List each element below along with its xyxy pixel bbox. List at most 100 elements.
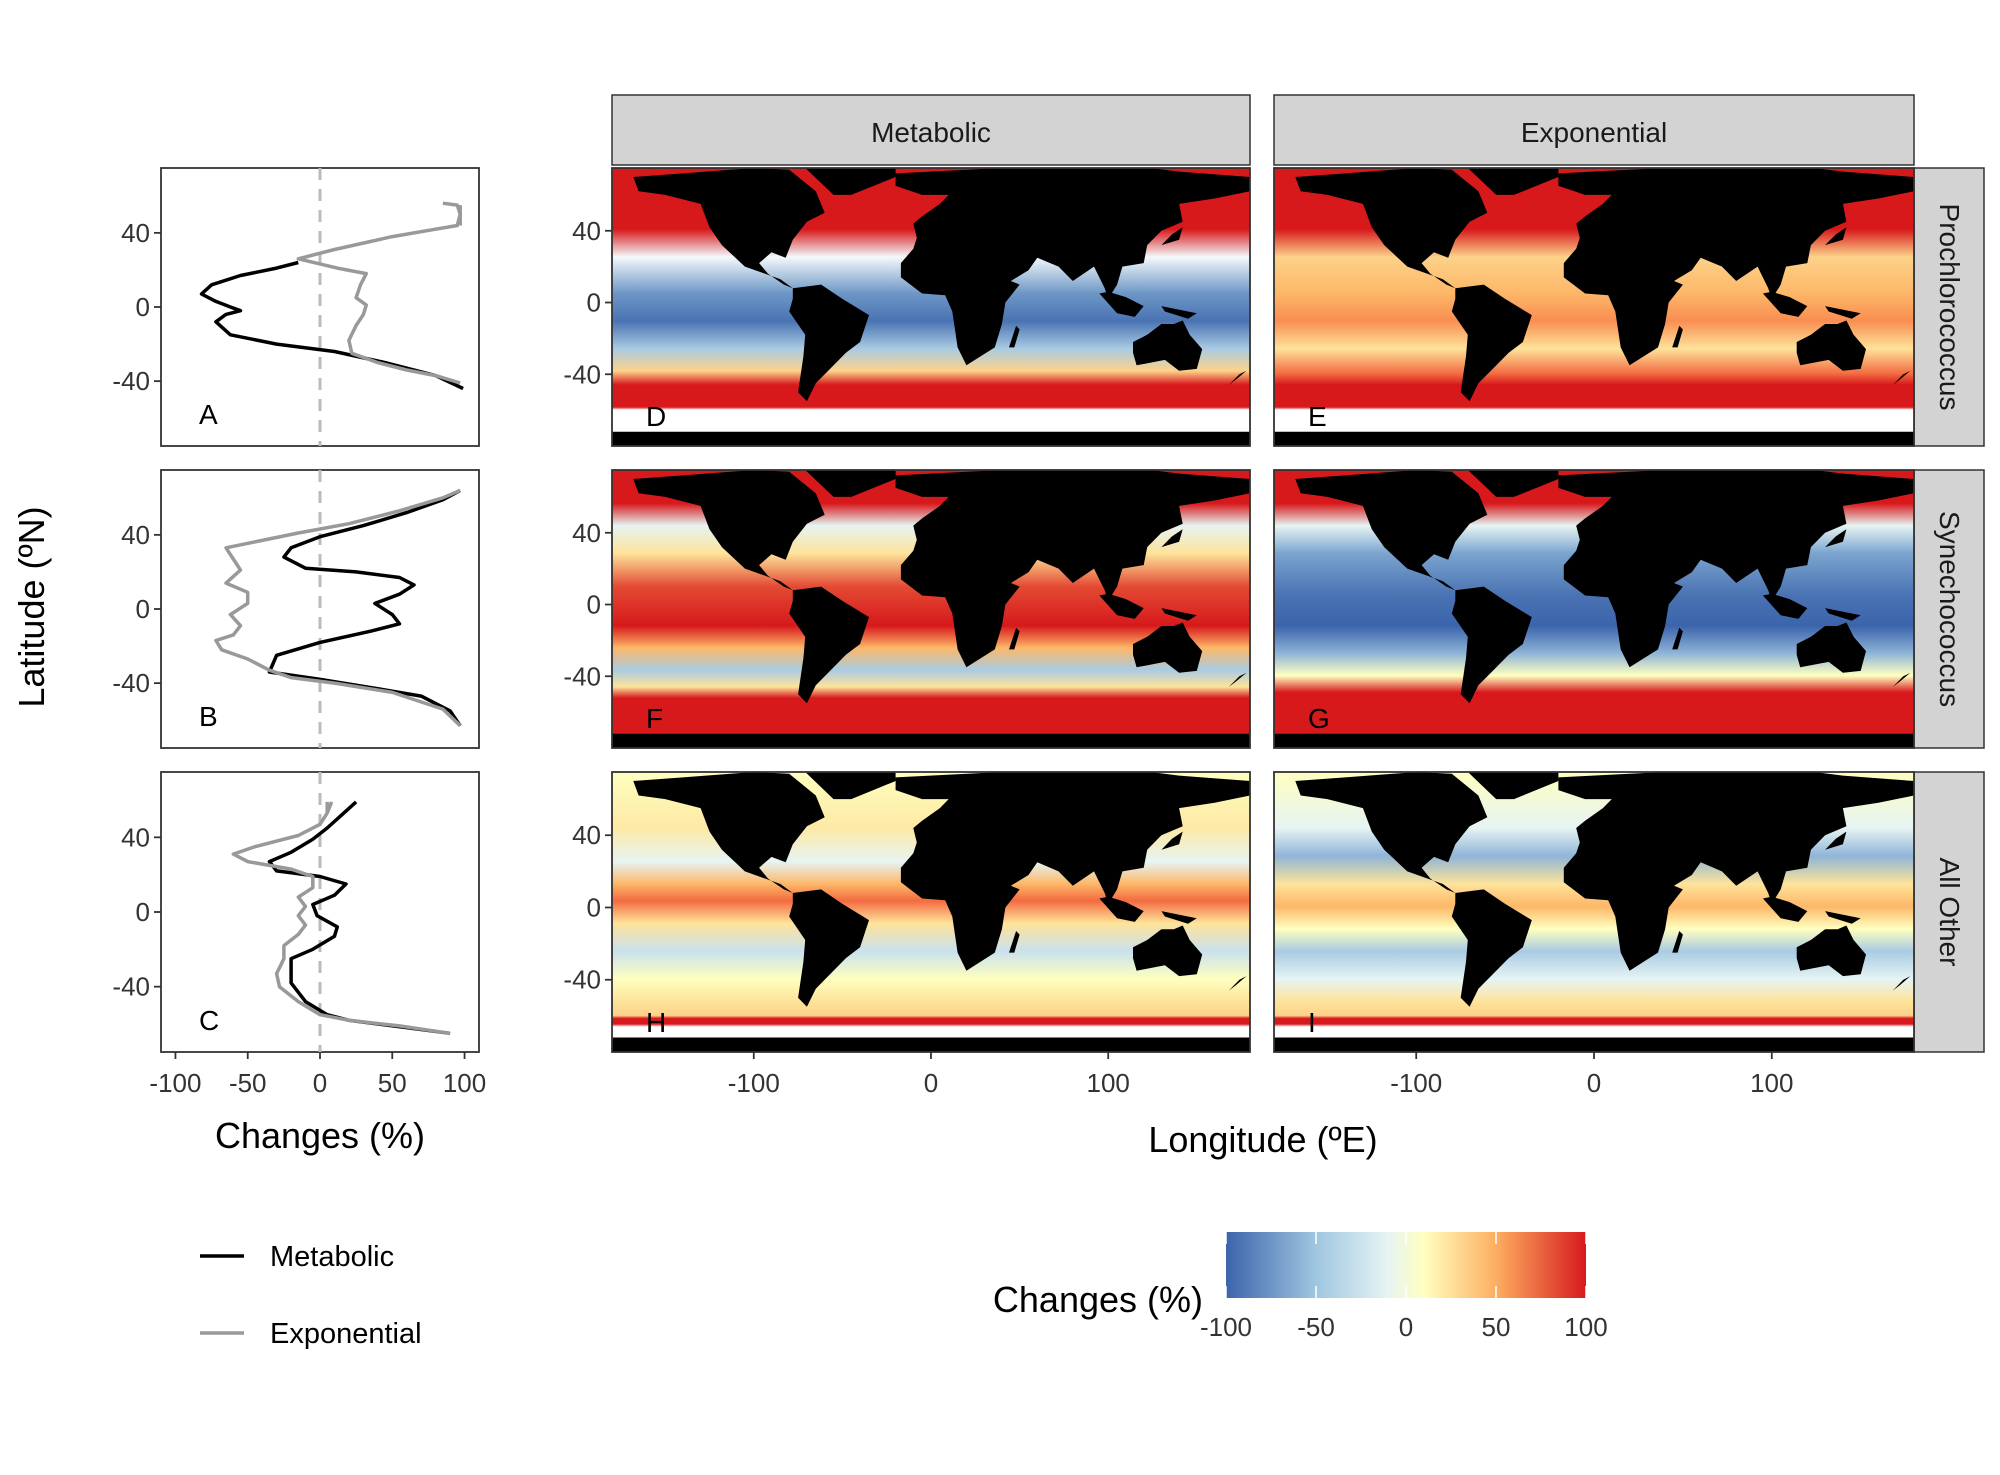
legend-exponential-label: Exponential [270, 1318, 422, 1350]
land-mass [633, 772, 825, 893]
line-legend: Metabolic Exponential [200, 1241, 422, 1350]
land-mass [612, 733, 1250, 748]
legend-metabolic-label: Metabolic [270, 1241, 394, 1273]
land-mass [1009, 627, 1020, 650]
land-mass [1161, 831, 1183, 850]
strip-all-other-label: All Other [1934, 858, 1965, 967]
land-mass [1825, 831, 1847, 850]
y-tick-label: -40 [112, 366, 150, 396]
land-mass [1825, 227, 1847, 246]
panel-tag: H [646, 1007, 666, 1038]
land-mass [1451, 586, 1532, 704]
land-mass [1274, 1037, 1914, 1052]
strip-prochlorococcus [1913, 167, 1985, 447]
colorbar-tick-label: -50 [1297, 1312, 1335, 1342]
strip-exponential-label: Exponential [1521, 117, 1667, 148]
x-tick-label: -100 [1390, 1068, 1442, 1098]
x-tick-label: 0 [313, 1068, 327, 1098]
map-frame [611, 167, 1251, 447]
land-mass [1825, 608, 1861, 621]
land-mass [1558, 772, 1914, 971]
panel-tag: A [199, 399, 218, 430]
colorbar-title: Changes (%) [993, 1279, 1203, 1320]
colorbar-tick-label: 0 [1399, 1312, 1413, 1342]
land-mass [895, 772, 1250, 971]
land-mass [1796, 622, 1866, 673]
x-tick-label: 100 [1750, 1068, 1793, 1098]
land-mass [1762, 291, 1808, 317]
land-mass [1161, 529, 1183, 548]
y-tick-label: -40 [112, 972, 150, 1002]
y-tick-label: 0 [587, 590, 601, 620]
strip-metabolic [611, 94, 1251, 166]
land-mass [805, 772, 896, 800]
strip-synechococcus-label: Synechococcus [1934, 511, 1965, 707]
land-mass [1228, 370, 1247, 385]
x-tick-label: 50 [378, 1068, 407, 1098]
profile-panels: -40 0 40 A -40 0 40 B -40 0 40 C -100 -50 0 50 100 Lat… [11, 167, 486, 1156]
y-tick-label: 40 [572, 518, 601, 548]
land-mass [1228, 976, 1247, 991]
map-panel-i: I -100 0 100 [1273, 771, 1915, 1098]
map-panels: Metabolic Exponential Prochlorococcus Sy… [563, 94, 1985, 1160]
profile-ylabel: Latitude (ºN) [11, 506, 52, 707]
x-tick-label: 100 [1087, 1068, 1130, 1098]
land-mass [1161, 227, 1183, 246]
land-mass [789, 586, 869, 704]
land-mass [805, 470, 896, 497]
land-mass [1558, 470, 1914, 668]
y-tick-label: 40 [121, 520, 150, 550]
land-mass [612, 1037, 1250, 1052]
y-tick-label: 40 [121, 822, 150, 852]
land-mass [1892, 672, 1911, 687]
land-mass [1274, 431, 1914, 446]
land-mass [1825, 529, 1847, 548]
y-tick-label: 0 [136, 897, 150, 927]
colorbar-tick-label: -100 [1200, 1312, 1252, 1342]
land-mass [1467, 772, 1559, 800]
land-mass [1295, 772, 1488, 893]
land-mass [1451, 284, 1532, 402]
y-tick-label: -40 [563, 965, 601, 995]
land-mass [1133, 925, 1203, 977]
profile-xlabel: Changes (%) [215, 1115, 425, 1156]
x-tick-label: 0 [1587, 1068, 1601, 1098]
y-tick-label: -40 [563, 359, 601, 389]
x-tick-label: 0 [924, 1068, 938, 1098]
map-panel-e: E [1273, 167, 1915, 447]
land-mass [1274, 733, 1914, 748]
land-mass [789, 284, 869, 402]
map-panel-d: D 40 0 -40 [563, 167, 1251, 447]
y-tick-label: -40 [112, 668, 150, 698]
land-mass [789, 889, 869, 1007]
land-mass [1892, 370, 1911, 385]
land-mass [1467, 470, 1559, 497]
profile-panel-c: -40 0 40 C -100 -50 0 50 100 [112, 771, 486, 1098]
land-mass [1672, 931, 1683, 953]
land-mass [1796, 925, 1866, 977]
land-mass [895, 470, 1250, 668]
strip-prochlorococcus-label: Prochlorococcus [1934, 204, 1965, 411]
land-mass [633, 470, 825, 591]
panel-tag: F [646, 703, 663, 734]
map-panel-g: G [1273, 469, 1915, 749]
series-line-exponential [231, 801, 451, 1036]
panel-tag: C [199, 1005, 219, 1036]
map-grid: D 40 0 -40 E F 40 0 -40 G H 40 0 -40 -100 0 100 I -100 0 100 [563, 167, 1915, 1098]
land-mass [1796, 320, 1866, 371]
map-frame [611, 469, 1251, 749]
map-panel-h: H 40 0 -40 -100 0 100 [563, 771, 1251, 1098]
land-mass [1133, 320, 1203, 371]
land-mass [1099, 896, 1144, 922]
strip-exponential [1273, 94, 1915, 166]
map-xlabel: Longitude (ºE) [1148, 1119, 1377, 1160]
x-tick-label: 100 [443, 1068, 486, 1098]
land-mass [895, 168, 1250, 366]
land-mass [1161, 306, 1197, 319]
colorbar-ticks: -100 -50 0 50 100 [1200, 1232, 1608, 1342]
land-mass [1762, 593, 1808, 619]
y-tick-label: 40 [572, 820, 601, 850]
series-line-metabolic [267, 800, 451, 1036]
land-mass [1762, 896, 1808, 922]
